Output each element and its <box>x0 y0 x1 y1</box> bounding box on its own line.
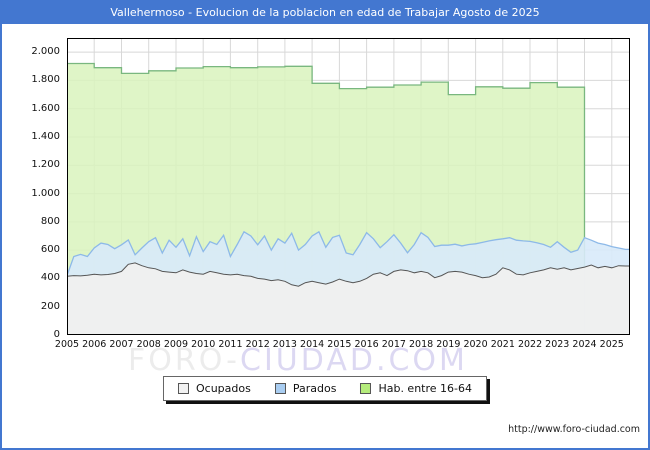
legend-item-ocupados: Ocupados <box>177 382 251 395</box>
x-axis-tick-label: 2024 <box>572 339 597 350</box>
x-axis-tick-label: 2023 <box>545 339 570 350</box>
x-axis-tick-label: 2011 <box>218 339 243 350</box>
y-axis-tick-label: 200 <box>40 300 60 312</box>
chart-legend: Ocupados Parados Hab. entre 16-64 <box>162 376 488 401</box>
line-parados <box>67 230 630 276</box>
y-axis-tick-label: 1.600 <box>31 102 60 114</box>
y-axis-tick-label: 600 <box>40 244 60 256</box>
line-hab-entre-16-64 <box>67 62 586 335</box>
plot-border <box>67 38 630 335</box>
plot-area <box>67 38 630 335</box>
x-axis-tick-label: 2007 <box>109 339 134 350</box>
x-axis-tick-label: 2012 <box>245 339 270 350</box>
y-axis-tick-label: 400 <box>40 272 60 284</box>
y-axis-tick-label: 1.200 <box>31 159 60 171</box>
x-axis-tick-label: 2005 <box>54 339 80 350</box>
x-axis-tick-label: 2013 <box>272 339 297 350</box>
x-axis-tick-label: 2022 <box>517 339 543 350</box>
area-ocupados <box>67 262 630 335</box>
legend-label: Hab. entre 16-64 <box>378 382 473 395</box>
watermark-part1: FORO- <box>128 343 240 378</box>
legend-label: Parados <box>292 382 337 395</box>
legend-label: Ocupados <box>195 382 251 395</box>
y-axis-tick-label: 1.800 <box>31 74 60 86</box>
y-axis-tick-label: 0 <box>53 329 60 340</box>
x-axis-tick-label: 2019 <box>436 339 461 350</box>
x-axis-tick-label: 2008 <box>136 339 161 350</box>
x-axis-tick-label: 2010 <box>191 339 216 350</box>
watermark: FORO-CIUDAD.COM <box>128 346 468 376</box>
title-bar: Vallehermoso - Evolucion de la poblacion… <box>2 2 648 24</box>
line-ocupados <box>67 262 630 287</box>
chart-title: Vallehermoso - Evolucion de la poblacion… <box>110 6 540 19</box>
x-axis-tick-label: 2015 <box>327 339 352 350</box>
x-axis-tick-label: 2016 <box>354 339 379 350</box>
y-axis-tick-label: 800 <box>40 215 60 227</box>
y-axis-tick-label: 1.000 <box>31 187 60 199</box>
legend-swatch <box>177 383 189 394</box>
x-axis-tick-label: 2006 <box>82 339 107 350</box>
x-axis-tick-label: 2025 <box>599 339 624 350</box>
watermark-part2: CIUDAD.COM <box>240 343 468 378</box>
x-axis-tick-label: 2014 <box>300 339 325 350</box>
y-axis-tick-label: 2.000 <box>31 46 60 58</box>
y-axis-tick-label: 1.400 <box>31 131 60 142</box>
x-axis-tick-label: 2021 <box>490 339 515 350</box>
footer-url-link[interactable]: http://www.foro-ciudad.com <box>508 424 640 435</box>
legend-swatch <box>274 383 286 394</box>
x-axis-tick-label: 2017 <box>381 339 406 350</box>
legend-item-parados: Parados <box>274 382 337 395</box>
legend-item-hab-entre-16-64: Hab. entre 16-64 <box>360 382 472 395</box>
chart-canvas <box>67 38 630 335</box>
x-axis-tick-label: 2020 <box>463 339 488 350</box>
x-axis-tick-label: 2009 <box>163 339 189 350</box>
x-axis-tick-label: 2018 <box>408 339 434 350</box>
legend-swatch <box>360 383 372 394</box>
